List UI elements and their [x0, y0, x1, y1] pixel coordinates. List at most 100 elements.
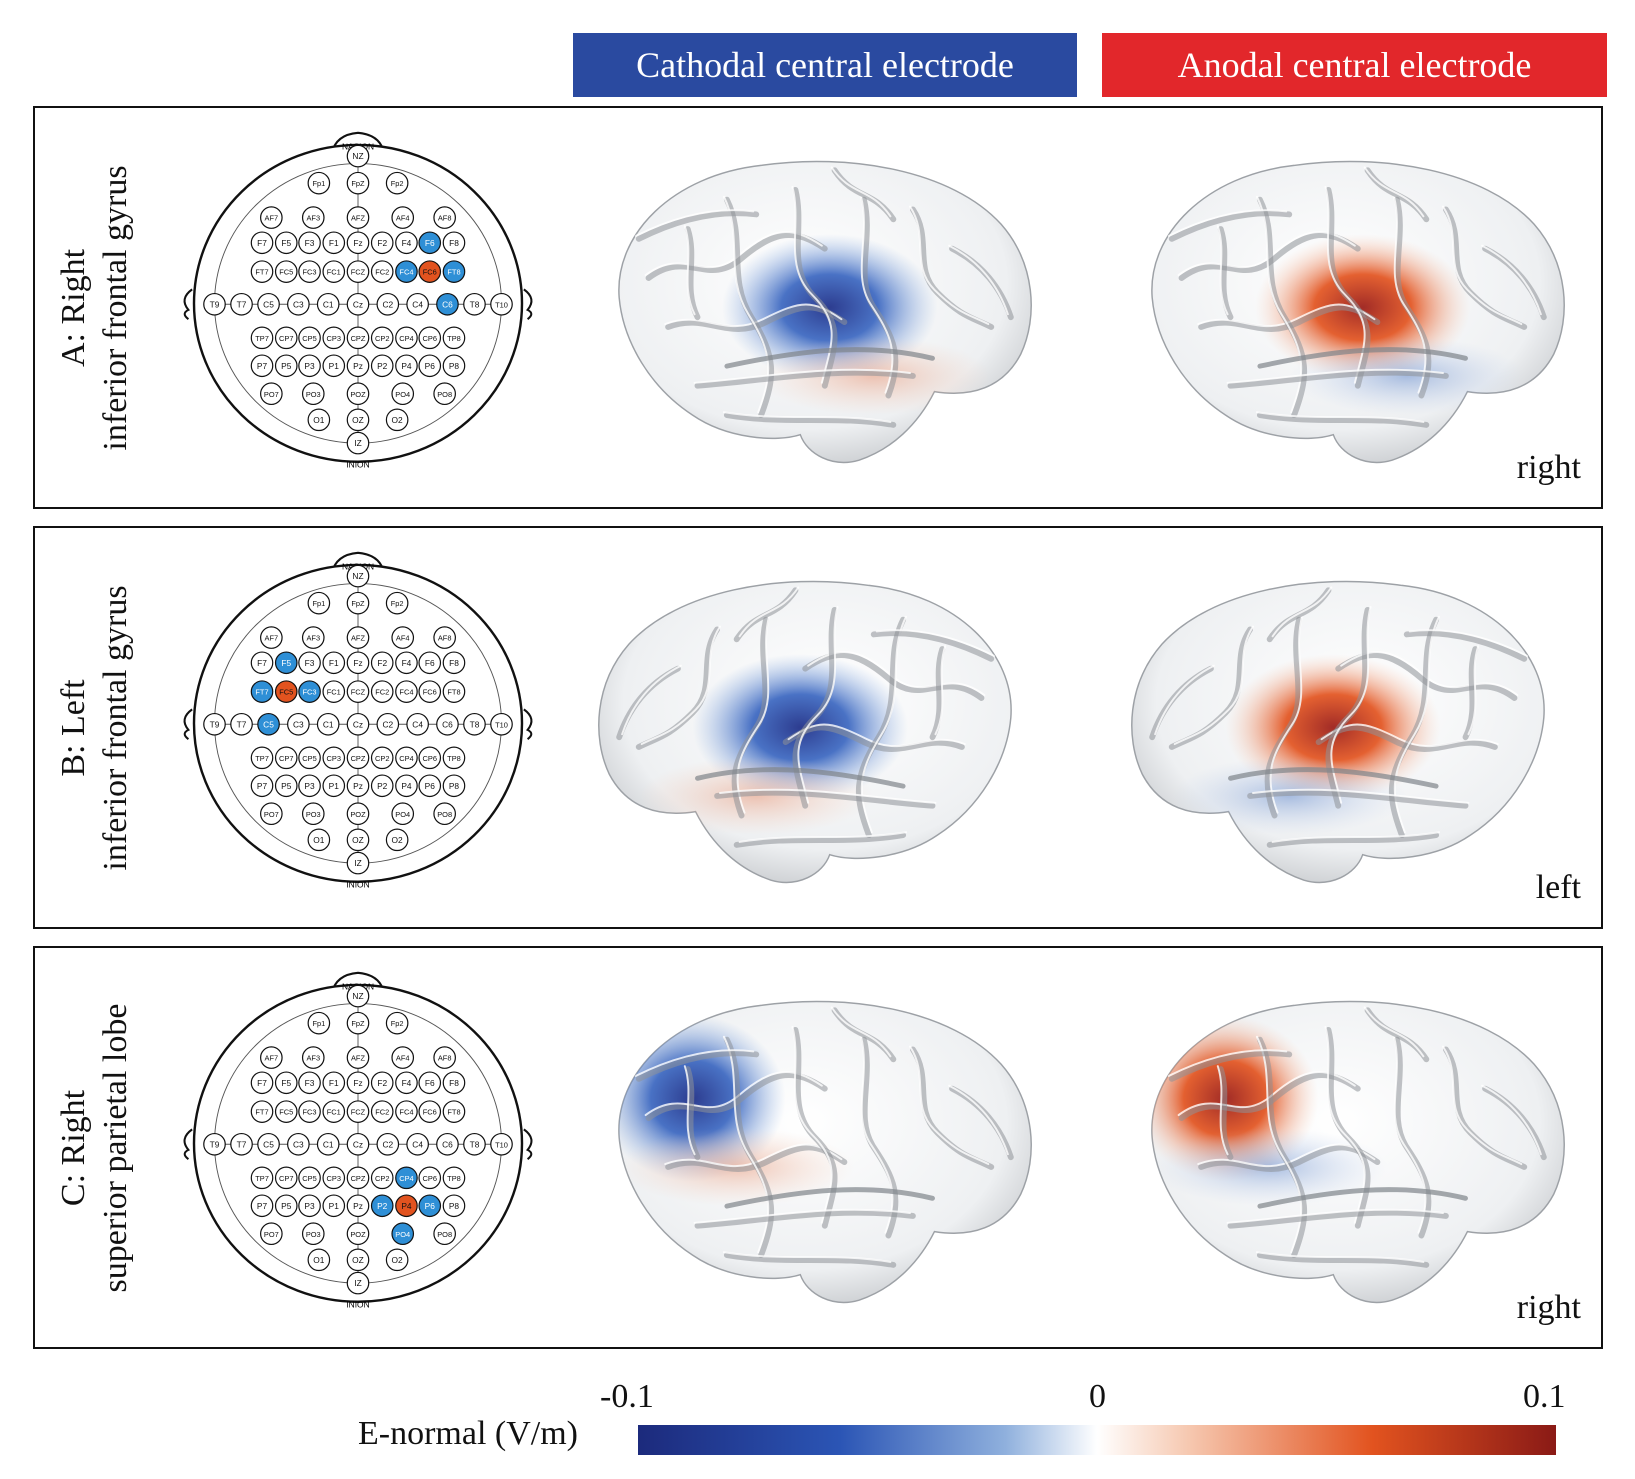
panel-a-label-line2: inferior frontal gyrus [97, 164, 134, 451]
electrode-label-f5: F5 [281, 238, 291, 248]
brain-cathodal-a [580, 130, 1050, 475]
electrode-fc6 [418, 680, 442, 703]
electrode-fc3 [298, 1100, 321, 1123]
electrode-nz [346, 144, 370, 168]
gyrus-highlight [1255, 1251, 1425, 1263]
electrode-fcz [346, 260, 370, 283]
sulcus [723, 412, 897, 428]
electrode-fc5 [274, 1100, 298, 1123]
electrode-label-fc4: FC4 [399, 1108, 413, 1117]
electrode-label-af4: AF4 [396, 214, 410, 223]
sulcus [1256, 1252, 1430, 1268]
electrode-cp4 [395, 1166, 418, 1190]
electrode-label-cp2: CP2 [375, 754, 389, 763]
electrode-f5 [274, 651, 298, 675]
electrode-poz [346, 802, 370, 826]
sulcus [929, 646, 946, 741]
electrode-pz [346, 774, 370, 798]
electrode-label-p3: P3 [304, 361, 315, 371]
electrode-label-af8: AF8 [438, 214, 452, 223]
electrode-label-af4: AF4 [396, 1054, 410, 1063]
electrode-f8 [442, 1071, 466, 1095]
electrode-fc1 [322, 680, 346, 703]
electrode-fc4 [395, 680, 418, 703]
sylvian-fissure [695, 767, 906, 789]
electrode-cp7 [274, 746, 298, 770]
sylvian-fissure [1228, 767, 1439, 789]
electrode-af4 [391, 1046, 415, 1069]
sylvian-fissure [724, 1187, 935, 1209]
electrode-label-t10: T10 [495, 300, 508, 309]
electrode-cp5 [298, 326, 321, 350]
electrode-af4 [391, 206, 415, 229]
electrode-label-c1: C1 [323, 719, 334, 729]
electrode-label-cp6: CP6 [423, 334, 437, 343]
gyrus-highlight [1226, 368, 1444, 384]
electrode-fc6 [418, 1100, 442, 1123]
electrode-label-f7: F7 [257, 1078, 267, 1088]
electrode-label-cp3: CP3 [327, 754, 341, 763]
gyrus-highlight [948, 1084, 1009, 1156]
electrode-t7 [230, 292, 253, 316]
electrode-label-t7: T7 [237, 1139, 247, 1149]
gyrus-highlight [738, 831, 908, 843]
electrode-label-c2: C2 [382, 299, 393, 309]
electrode-label-poz: POZ [350, 390, 366, 399]
electrode-oz [346, 1248, 370, 1272]
electrode-label-p2: P2 [377, 1201, 388, 1211]
electrode-label-o1: O1 [313, 415, 325, 425]
electrode-fpz [346, 1011, 370, 1035]
electrode-label-cp5: CP5 [302, 754, 316, 763]
electrode-label-fc3: FC3 [303, 1108, 317, 1117]
electrode-cp7 [274, 326, 298, 350]
electrode-fc5 [274, 680, 298, 703]
electrode-af8 [433, 626, 456, 649]
electrode-f5 [274, 231, 298, 255]
left-ear [183, 1128, 193, 1161]
eeg-montage-a: NASIONINIONNZFp1FpZFp2AF7AF3AFZAF4AF8F7F… [153, 108, 563, 508]
gyrus-highlight [738, 586, 800, 638]
gyrus-highlight [909, 205, 990, 326]
electrode-label-ft7: FT7 [255, 268, 268, 277]
electrode-label-p2: P2 [377, 781, 388, 791]
electrode-fc2 [370, 680, 394, 703]
gyrus-highlight [621, 664, 682, 736]
sulcus [1247, 789, 1469, 809]
electrode-label-fc5: FC5 [279, 1108, 293, 1117]
eeg-montage-b: NASIONINIONNZFp1FpZFp2AF7AF3AFZAF4AF8F7F… [153, 528, 563, 928]
electrode-label-cz: Cz [353, 719, 363, 729]
electrode-o2 [385, 1248, 409, 1272]
electrode-t8 [463, 292, 486, 316]
electrode-o1 [307, 828, 331, 852]
electrode-po7 [260, 802, 283, 826]
electrode-fp2 [385, 591, 409, 615]
gyrus-highlight [1216, 1065, 1229, 1156]
electrode-f4 [395, 651, 418, 675]
brain-anodal-c [1113, 970, 1583, 1315]
gyrus-highlight [683, 225, 696, 316]
electrode-label-fcz: FCZ [351, 1108, 366, 1117]
gyrus-highlight [1197, 1143, 1376, 1168]
electrode-fc5 [274, 260, 298, 283]
electrode-fc4 [395, 1100, 418, 1123]
electrode-f8 [442, 231, 466, 255]
electrode-label-f5: F5 [281, 1078, 291, 1088]
sulcus [1168, 1050, 1293, 1082]
electrode-label-f2: F2 [377, 1078, 387, 1088]
colorbar-mid-label: 0 [1089, 1378, 1106, 1415]
electrode-fz [346, 1071, 370, 1095]
electrode-p3 [298, 354, 321, 378]
electrode-f2 [370, 651, 394, 675]
electrode-label-po7: PO7 [264, 810, 279, 819]
electrode-label-pz: Pz [353, 781, 363, 791]
electrode-label-fp2: Fp2 [391, 599, 404, 608]
cathodal-header: Cathodal central electrode [573, 33, 1077, 97]
electrode-t9 [203, 292, 226, 316]
electrode-poz [346, 1222, 370, 1246]
sulcus [665, 1144, 848, 1172]
electrode-label-f4: F4 [402, 658, 412, 668]
electrode-f1 [322, 231, 346, 255]
electrode-label-fcz: FCZ [351, 268, 366, 277]
electrode-po3 [301, 382, 325, 406]
electrode-af8 [433, 206, 456, 229]
